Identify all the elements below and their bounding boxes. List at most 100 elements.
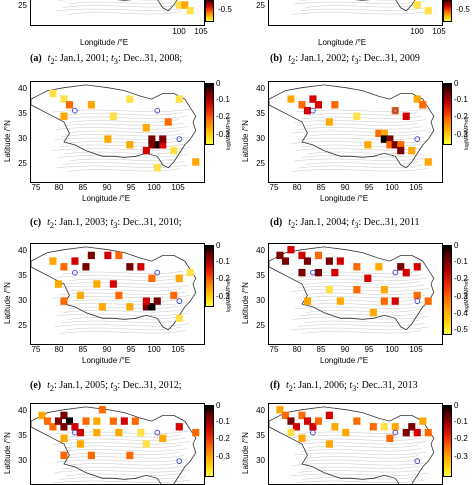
river-line bbox=[61, 320, 185, 323]
top-left-xtick-105: 105 bbox=[192, 28, 210, 36]
heatmap-cell bbox=[326, 286, 333, 293]
colorbar-e bbox=[205, 245, 214, 307]
river-line bbox=[56, 459, 188, 462]
map-frame-d bbox=[268, 81, 443, 183]
heatmap-cell bbox=[121, 417, 128, 424]
cbtick-c-0: 0 bbox=[216, 80, 220, 88]
heatmap-cell bbox=[326, 412, 333, 419]
ytick-e-35: 35 bbox=[13, 272, 27, 280]
map-frame-e bbox=[30, 243, 205, 345]
river-line bbox=[294, 1, 426, 4]
heatmap-cell bbox=[353, 263, 360, 270]
ytick-c-40: 40 bbox=[13, 85, 27, 93]
cbtick-c-1: -0.1 bbox=[216, 96, 230, 104]
xtick-d-85: 85 bbox=[312, 184, 330, 192]
heatmap-cell bbox=[88, 101, 95, 108]
heatmap-cell bbox=[49, 257, 56, 264]
heatmap-cell bbox=[397, 147, 404, 154]
heatmap-cell bbox=[60, 263, 67, 270]
river-line bbox=[68, 169, 181, 172]
caption-c: (c)t2: Jan.1, 2003; t3: Dec..31, 2010; bbox=[30, 217, 182, 230]
heatmap-cell bbox=[331, 423, 338, 430]
heatmap-cell bbox=[154, 164, 161, 171]
river-line bbox=[55, 285, 190, 288]
heatmap-cell bbox=[143, 147, 150, 154]
cbtick-h-0: 0 bbox=[454, 402, 458, 410]
station-marker bbox=[415, 299, 420, 304]
river-line bbox=[69, 158, 179, 161]
river-line bbox=[63, 5, 184, 8]
heatmap-cell bbox=[159, 135, 166, 142]
heatmap-cell bbox=[66, 101, 73, 108]
river-line bbox=[301, 303, 422, 306]
ytick-g-35: 35 bbox=[13, 432, 27, 440]
heatmap-cell bbox=[176, 423, 183, 430]
river-line bbox=[296, 148, 425, 151]
xtick-f-80: 80 bbox=[288, 346, 306, 354]
river-line bbox=[60, 331, 186, 334]
river-line bbox=[304, 320, 419, 323]
heatmap-cell bbox=[331, 269, 338, 276]
river-line bbox=[68, 278, 181, 281]
cbtick-f-0: 0 bbox=[454, 242, 458, 250]
heatmap-cell bbox=[414, 429, 421, 436]
heatmap-cell bbox=[154, 297, 161, 304]
river-line bbox=[69, 452, 179, 455]
xtick-e-85: 85 bbox=[74, 346, 92, 354]
heatmap-cell bbox=[77, 440, 84, 447]
xtick-e-80: 80 bbox=[50, 346, 68, 354]
river-line bbox=[56, 127, 188, 130]
heatmap-cell bbox=[187, 269, 194, 276]
heatmap-cell bbox=[414, 263, 421, 270]
heatmap-cell bbox=[159, 435, 166, 442]
top-left-xlabel: Longitude /°E bbox=[80, 38, 128, 47]
xtick-d-100: 100 bbox=[383, 184, 401, 192]
heatmap-cell bbox=[110, 113, 117, 120]
heatmap-cell bbox=[282, 257, 289, 264]
caption-a: (a)t2: Jan.1, 2001; t3: Dec..31, 2008; bbox=[30, 53, 182, 66]
heatmap-cell bbox=[425, 158, 432, 165]
heatmap-cell bbox=[115, 292, 122, 299]
river-line bbox=[53, 148, 190, 151]
heatmap-cell bbox=[392, 297, 399, 304]
river-line bbox=[293, 130, 428, 133]
xtick-e-95: 95 bbox=[122, 346, 140, 354]
river-line bbox=[291, 141, 428, 144]
river-line bbox=[65, 299, 183, 302]
top-strip-map-group bbox=[31, 0, 196, 15]
heatmap-cell bbox=[176, 275, 183, 282]
river-line bbox=[55, 324, 190, 327]
colorbar-d bbox=[443, 83, 452, 145]
river-line bbox=[55, 470, 190, 473]
xtick-d-75: 75 bbox=[265, 184, 283, 192]
heatmap-cell bbox=[298, 269, 305, 276]
ylabel-f: Latitude /°N bbox=[241, 282, 250, 324]
heatmap-cell bbox=[176, 315, 183, 322]
caption-d: (d)t2: Jan.1, 2004; t3: Dec..31, 2011 bbox=[270, 217, 420, 230]
xtick-c-80: 80 bbox=[50, 184, 68, 192]
ytick-d-35: 35 bbox=[251, 110, 265, 118]
heatmap-cell bbox=[392, 423, 399, 430]
top-strip-map-group bbox=[269, 0, 434, 15]
river-line bbox=[307, 445, 417, 448]
heatmap-cell bbox=[110, 417, 117, 424]
heatmap-cell bbox=[170, 147, 177, 154]
caption-e: (e)t2: Jan.1, 2005; t3: Dec..31, 2012; bbox=[30, 380, 182, 393]
heatmap-cell bbox=[403, 113, 410, 120]
ytick-h-40: 40 bbox=[251, 407, 265, 415]
heatmap-cell bbox=[353, 417, 360, 424]
heatmap-cell bbox=[60, 423, 67, 430]
heatmap-cell bbox=[77, 292, 84, 299]
heatmap-cell bbox=[77, 429, 84, 436]
river-line bbox=[298, 470, 424, 473]
map-frame-top-left bbox=[30, 0, 205, 26]
heatmap-cell bbox=[143, 124, 150, 131]
river-line bbox=[298, 137, 424, 140]
cbtick-e-0: 0 bbox=[216, 242, 220, 250]
heatmap-cell bbox=[304, 107, 311, 114]
heatmap-cell bbox=[137, 429, 144, 436]
station-marker bbox=[155, 108, 160, 113]
xtick-c-75: 75 bbox=[27, 184, 45, 192]
xtick-d-90: 90 bbox=[336, 184, 354, 192]
heatmap-cell bbox=[126, 452, 133, 459]
